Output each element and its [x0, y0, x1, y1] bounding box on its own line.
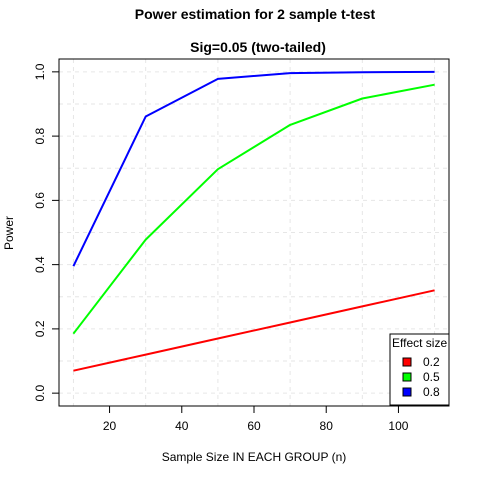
series-lines	[72, 70, 435, 372]
y-tick-label-4: 0.8	[33, 127, 47, 144]
grid	[59, 59, 449, 406]
legend-swatch-0.2	[402, 357, 412, 367]
x-tick-label-0: 20	[103, 419, 117, 433]
chart-subtitle: Sig=0.05 (two-tailed)	[190, 39, 326, 55]
y-tick-label-2: 0.4	[33, 256, 47, 273]
y-tick-label-5: 1.0	[33, 63, 47, 80]
legend-swatch-0.8	[402, 387, 412, 397]
y-tick-label-0: 0.0	[33, 384, 47, 401]
chart-title: Power estimation for 2 sample t-test	[135, 6, 376, 22]
y-axis-label: Power	[2, 216, 16, 250]
series-line-0.8	[72, 70, 435, 267]
legend-swatch-0.5	[402, 372, 412, 382]
legend-label-0.8: 0.8	[423, 385, 440, 399]
legend-box	[389, 333, 450, 406]
legend-label-0.2: 0.2	[423, 355, 440, 369]
series-line-0.2	[73, 289, 435, 372]
x-tick-label-3: 80	[320, 419, 334, 433]
legend-label-0.5: 0.5	[423, 370, 440, 384]
legend: Effect size 0.20.50.8	[389, 333, 450, 406]
x-tick-label-1: 40	[175, 419, 189, 433]
legend-title: Effect size	[392, 336, 447, 350]
x-tick-label-4: 100	[388, 419, 408, 433]
x-axis: 20 40 60 80 100	[103, 405, 409, 433]
x-axis-label: Sample Size IN EACH GROUP (n)	[162, 450, 347, 464]
y-tick-label-3: 0.6	[33, 192, 47, 209]
y-axis: 0.0 0.2 0.4 0.6 0.8 1.0	[33, 63, 60, 401]
series-line-0.5	[72, 83, 435, 335]
x-tick-label-2: 60	[247, 419, 261, 433]
y-tick-label-1: 0.2	[33, 320, 47, 337]
legend-items: 0.20.50.8	[402, 355, 440, 399]
